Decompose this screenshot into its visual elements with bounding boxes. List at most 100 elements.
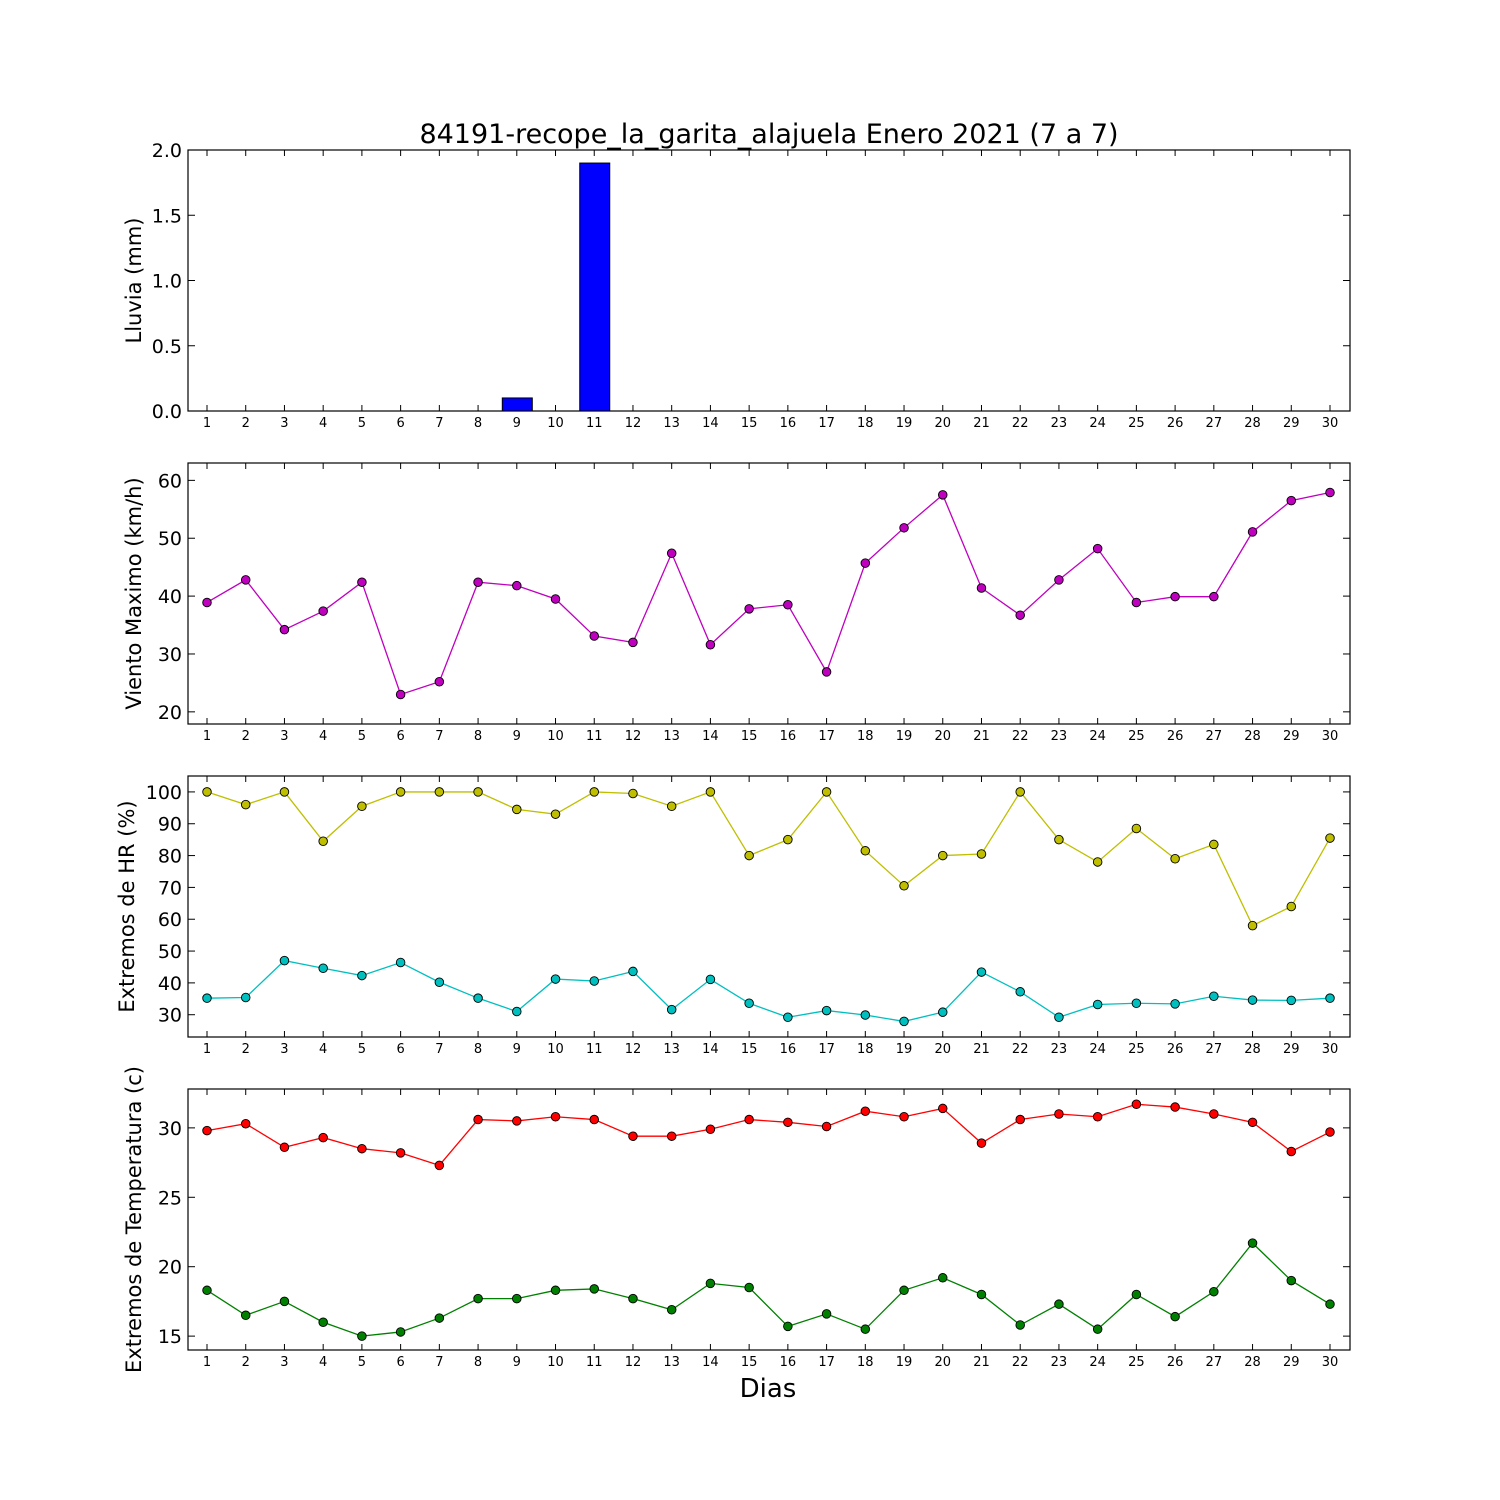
y-tick-label: 15 xyxy=(158,1326,182,1348)
x-tick-label: 17 xyxy=(818,729,835,744)
data-point xyxy=(899,1112,909,1122)
data-point xyxy=(821,1005,832,1016)
x-tick-label: 3 xyxy=(280,416,288,431)
y-tick-label: 50 xyxy=(158,941,182,963)
x-tick-label: 11 xyxy=(586,729,603,744)
series-line xyxy=(206,959,1331,1023)
data-point xyxy=(1131,597,1142,608)
data-point xyxy=(666,1131,677,1141)
data-point xyxy=(512,804,522,815)
data-point xyxy=(550,1285,561,1296)
x-tick-label: 8 xyxy=(474,1042,482,1057)
x-tick-label: 29 xyxy=(1283,416,1300,431)
x-tick-label: 1 xyxy=(203,1042,211,1057)
data-point xyxy=(357,1143,367,1154)
x-tick-label: 10 xyxy=(547,729,564,744)
data-point xyxy=(1092,999,1103,1010)
x-tick-label: 17 xyxy=(818,416,835,431)
data-point xyxy=(899,1016,909,1027)
data-point xyxy=(473,993,483,1003)
data-point xyxy=(628,788,638,799)
x-tick-label: 12 xyxy=(625,416,642,431)
data-point xyxy=(899,1285,909,1296)
data-point xyxy=(1209,839,1219,850)
y-axis-label: Lluvia (mm) xyxy=(122,218,146,344)
plot-frame xyxy=(187,462,1351,725)
x-tick-label: 5 xyxy=(358,1355,366,1370)
data-point xyxy=(589,1114,599,1125)
y-tick-label: 90 xyxy=(158,814,182,836)
data-point xyxy=(705,639,716,650)
x-tick-label: 11 xyxy=(586,1355,603,1370)
x-tick-label: 16 xyxy=(780,1042,797,1057)
x-tick-label: 7 xyxy=(435,416,443,431)
x-tick-label: 11 xyxy=(586,1042,603,1057)
x-tick-label: 6 xyxy=(396,1355,404,1370)
x-tick-label: 23 xyxy=(1051,729,1068,744)
x-tick-label: 1 xyxy=(203,416,211,431)
x-tick-label: 18 xyxy=(857,1042,874,1057)
data-point xyxy=(783,1117,793,1128)
data-point xyxy=(1325,833,1335,843)
series-line xyxy=(206,1242,1331,1337)
x-tick-label: 10 xyxy=(547,1042,564,1057)
y-tick-label: 60 xyxy=(158,909,182,931)
data-point xyxy=(473,1114,483,1125)
y-tick-label: 25 xyxy=(158,1187,182,1209)
x-tick-label: 12 xyxy=(625,729,642,744)
data-point xyxy=(938,1103,948,1114)
x-tick-label: 9 xyxy=(513,1042,521,1057)
data-point xyxy=(1092,1324,1103,1334)
x-tick-label: 15 xyxy=(741,416,758,431)
x-tick-label: 9 xyxy=(513,1355,521,1370)
x-tick-label: 18 xyxy=(857,416,874,431)
x-tick-label: 17 xyxy=(818,1042,835,1057)
x-tick-label: 4 xyxy=(319,416,327,431)
data-point xyxy=(1131,823,1142,834)
data-point xyxy=(628,1131,638,1141)
y-axis-label: Viento Maximo (km/h) xyxy=(122,477,146,709)
data-point xyxy=(744,604,754,614)
series-line xyxy=(206,1103,1331,1167)
x-tick-label: 12 xyxy=(625,1042,642,1057)
data-point xyxy=(1209,591,1219,602)
data-point xyxy=(318,963,328,973)
x-tick-label: 18 xyxy=(857,729,874,744)
x-tick-label: 26 xyxy=(1167,729,1184,744)
data-point xyxy=(976,1138,987,1148)
series-line xyxy=(206,491,1331,696)
x-tick-label: 25 xyxy=(1128,416,1145,431)
y-tick-label: 30 xyxy=(158,1005,182,1027)
x-tick-label: 9 xyxy=(513,729,521,744)
x-tick-label: 13 xyxy=(663,1042,680,1057)
data-point xyxy=(473,787,483,797)
data-point xyxy=(550,594,561,604)
data-point xyxy=(1325,993,1335,1003)
x-tick-label: 24 xyxy=(1089,1355,1106,1370)
data-point xyxy=(240,992,251,1003)
x-tick-label: 19 xyxy=(896,729,913,744)
x-tick-label: 22 xyxy=(1012,1355,1029,1370)
data-point xyxy=(1170,1311,1180,1322)
data-point xyxy=(240,1118,251,1129)
data-point xyxy=(318,836,328,847)
x-tick-label: 8 xyxy=(474,1355,482,1370)
x-tick-label: 25 xyxy=(1128,1042,1145,1057)
x-tick-label: 5 xyxy=(358,1042,366,1057)
data-point xyxy=(318,1317,328,1327)
data-point xyxy=(1015,1320,1025,1330)
data-point xyxy=(821,787,832,797)
y-tick-label: 1.0 xyxy=(152,271,182,293)
x-tick-label: 27 xyxy=(1206,416,1223,431)
data-point xyxy=(860,1324,871,1334)
x-tick-label: 6 xyxy=(396,729,404,744)
bar xyxy=(579,162,611,412)
data-point xyxy=(589,976,599,986)
x-tick-label: 25 xyxy=(1128,729,1145,744)
data-point xyxy=(395,957,406,968)
x-tick-label: 20 xyxy=(934,729,951,744)
plot-frame xyxy=(187,775,1351,1038)
x-tick-label: 10 xyxy=(547,416,564,431)
x-tick-label: 21 xyxy=(973,729,990,744)
data-point xyxy=(628,637,638,648)
